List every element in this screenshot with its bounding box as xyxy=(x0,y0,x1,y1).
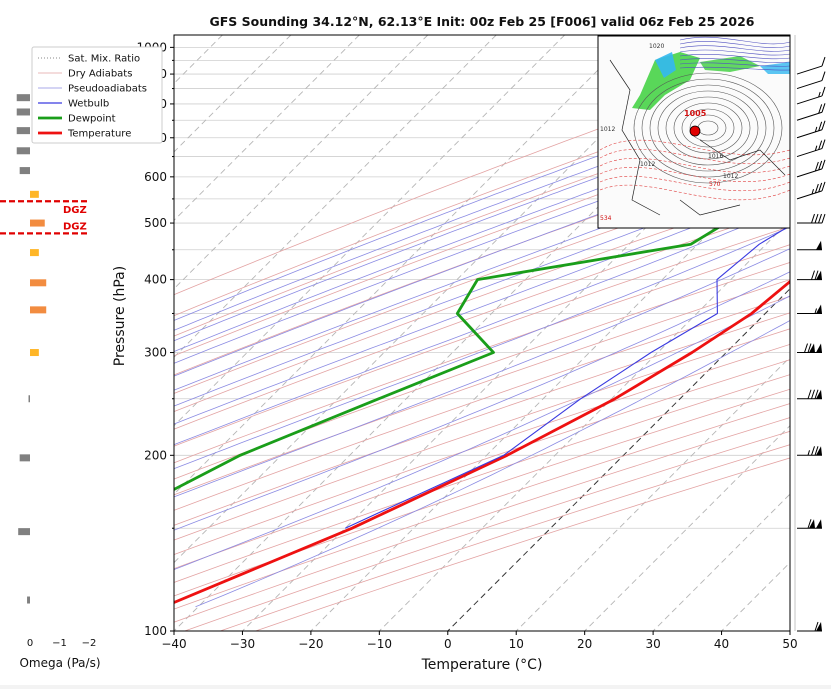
y-axis-label: Pressure (hPa) xyxy=(112,266,128,366)
x-tick-label: −40 xyxy=(161,637,186,651)
y-tick-label: 400 xyxy=(144,273,167,287)
y-tick-label: 200 xyxy=(144,448,167,462)
map-label: 1012 xyxy=(723,173,738,180)
x-tick-label: 50 xyxy=(782,637,797,651)
legend-label: Dewpoint xyxy=(68,114,116,125)
omega-bar xyxy=(17,147,30,154)
y-tick-label: 100 xyxy=(144,624,167,638)
x-axis-label: Temperature (°C) xyxy=(421,657,543,673)
dgz-label: DGZ xyxy=(63,221,87,232)
x-tick-label: −20 xyxy=(298,637,323,651)
omega-bar xyxy=(30,279,46,286)
y-tick-label: 500 xyxy=(144,216,167,230)
legend-label: Temperature xyxy=(67,129,131,140)
y-tick-label: 600 xyxy=(144,170,167,184)
omega-bar xyxy=(30,249,39,256)
omega-bar xyxy=(17,127,30,134)
omega-bar xyxy=(20,167,30,174)
legend-label: Dry Adiabats xyxy=(68,69,132,80)
map-label: 1020 xyxy=(649,43,664,50)
map-label: 1005 xyxy=(684,109,707,118)
map-label: 1012 xyxy=(600,126,615,133)
omega-bar xyxy=(30,220,45,227)
y-tick-label: 300 xyxy=(144,346,167,360)
chart-title: GFS Sounding 34.12°N, 62.13°E Init: 00z … xyxy=(210,14,755,29)
omega-bar xyxy=(29,395,30,402)
omega-tick-label: −2 xyxy=(82,638,97,649)
legend: Sat. Mix. Ratio Dry Adiabats Pseudoadiabat… xyxy=(32,47,162,143)
location-marker xyxy=(690,126,700,136)
x-tick-label: −30 xyxy=(230,637,255,651)
legend-label: Sat. Mix. Ratio xyxy=(68,54,140,65)
omega-bar xyxy=(18,528,30,535)
x-tick-label: −10 xyxy=(367,637,392,651)
legend-label: Wetbulb xyxy=(68,99,109,110)
map-label: 570 xyxy=(709,181,721,188)
omega-axis-label: Omega (Pa/s) xyxy=(19,656,100,670)
x-tick-label: 40 xyxy=(714,637,729,651)
x-tick-label: 10 xyxy=(509,637,524,651)
omega-bar xyxy=(30,191,39,198)
omega-tick-label: 0 xyxy=(27,638,33,649)
omega-bar xyxy=(30,306,46,313)
omega-tick-label: −1 xyxy=(52,638,67,649)
omega-bar xyxy=(17,94,30,101)
omega-bar xyxy=(30,349,39,356)
omega-bar xyxy=(20,454,30,461)
map-label: 1012 xyxy=(640,161,655,168)
omega-bar xyxy=(27,597,30,604)
x-tick-label: 30 xyxy=(645,637,660,651)
x-tick-label: 20 xyxy=(577,637,592,651)
map-label: 534 xyxy=(600,215,612,222)
x-tick-label: 0 xyxy=(444,637,452,651)
omega-bar xyxy=(17,108,30,115)
dgz-label: DGZ xyxy=(63,205,87,216)
map-label: 1016 xyxy=(708,153,723,160)
legend-label: Pseudoadiabats xyxy=(68,84,147,95)
inset-map: 1020 1005 1012 1012 1016 1012 534 570 xyxy=(598,36,790,228)
